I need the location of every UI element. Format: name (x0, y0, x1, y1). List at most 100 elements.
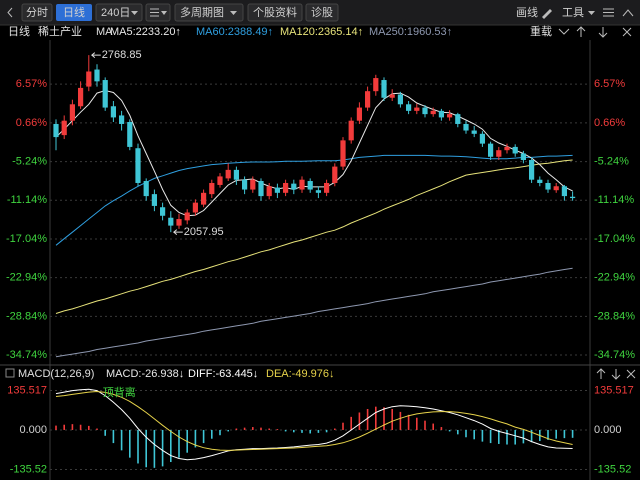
macd-bar (473, 429, 475, 440)
candle-body (520, 153, 526, 161)
macd-bar (563, 429, 566, 439)
candle-body (53, 123, 59, 138)
macd-bar (137, 429, 139, 464)
annotation-arrow (91, 52, 101, 58)
ma-line (55, 159, 573, 314)
macd-bar (235, 428, 238, 430)
macd-line (55, 388, 573, 461)
reload-label[interactable]: 重载 (530, 24, 552, 38)
ma-line (55, 267, 573, 358)
candle-body (242, 179, 248, 190)
tab-button[interactable] (174, 3, 244, 22)
pencil-icon (542, 9, 552, 19)
y-tick-label: 0.66% (16, 117, 47, 129)
macd-bar (161, 429, 164, 467)
tab-label[interactable]: 诊股 (311, 5, 333, 19)
tab-label[interactable]: 240日 (101, 7, 130, 19)
macd-bar (571, 429, 574, 438)
macd-bar (153, 429, 156, 468)
candle-body (553, 186, 559, 191)
macd-bar (120, 429, 123, 451)
close-icon[interactable] (626, 369, 636, 379)
candle-body (438, 110, 444, 118)
candle-body (422, 107, 428, 115)
menu-icon (150, 8, 159, 17)
y-tick-label-right: 0.000 (594, 424, 622, 436)
candle-body (127, 122, 133, 147)
candle-body (291, 183, 297, 190)
macd-bar (252, 427, 254, 430)
candle-body (250, 179, 256, 190)
macd-bar (71, 424, 74, 430)
expand-icon[interactable] (558, 28, 570, 35)
candle-body (463, 123, 469, 131)
macd-bar (260, 427, 262, 430)
macd-bar (211, 429, 213, 439)
menu-icon[interactable] (603, 8, 614, 17)
tab-label[interactable]: 日线 (63, 5, 85, 19)
tab-button[interactable] (247, 3, 303, 22)
y-tick-label: -22.94% (6, 272, 47, 284)
tool-label[interactable]: 画线 (516, 5, 538, 19)
tab-label[interactable]: 多周期图 (180, 5, 224, 19)
candle-body (69, 104, 75, 121)
macd-bar (391, 408, 393, 430)
macd-bar (514, 429, 516, 445)
tab-label[interactable]: 个股资料 (253, 5, 297, 19)
tab-label[interactable]: 分时 (26, 6, 48, 19)
candle-body (488, 143, 494, 157)
candle-body (389, 94, 395, 98)
macd-bar (243, 427, 246, 430)
candle-body (307, 181, 313, 190)
macd-bar (276, 429, 279, 430)
up-icon[interactable] (596, 368, 606, 379)
macd-bar (227, 429, 229, 432)
legend-entry: DEA:-49.976↓ (266, 368, 334, 380)
ma-line (55, 154, 573, 246)
y-tick-label: -11.14% (7, 194, 47, 206)
candle-body (258, 181, 264, 197)
tab-button[interactable] (95, 3, 143, 22)
tab-button-active[interactable] (56, 4, 92, 21)
macd-bar (178, 429, 180, 458)
legend-entry: MA60:2388.49↑ (196, 26, 273, 38)
candle-body (151, 194, 157, 206)
panel-icon[interactable] (5, 368, 15, 378)
macd-bar (129, 429, 131, 458)
y-tick-label: -17.04% (6, 233, 47, 245)
candle-body (373, 78, 379, 92)
tab-button[interactable] (21, 3, 53, 22)
y-tick-label: -135.52 (10, 463, 47, 475)
y-tick-label: 135.517 (7, 384, 47, 396)
legend-entry: DIFF:-63.445↓ (188, 368, 258, 380)
macd-bar (325, 429, 328, 433)
macd-bar (317, 429, 320, 433)
macd-bar (268, 428, 270, 430)
macd-bar (202, 429, 205, 444)
tab-button[interactable] (305, 3, 339, 22)
macd-bar (498, 429, 500, 444)
macd-bar (489, 429, 492, 444)
dropdown-icon (131, 11, 138, 15)
macd-bar (96, 428, 98, 430)
macd-bar (309, 429, 311, 434)
macd-bar (342, 422, 344, 430)
period-label: 日线 (8, 24, 30, 38)
macd-bar (358, 412, 361, 430)
down-icon[interactable] (598, 27, 608, 38)
back-icon[interactable] (7, 7, 13, 18)
collapse-icon[interactable] (622, 9, 634, 17)
macd-line (55, 390, 573, 451)
candle-body (348, 120, 354, 141)
annotation-arrow (173, 229, 183, 236)
macd-bar (506, 429, 508, 445)
up-icon[interactable] (576, 26, 586, 37)
candle-body (233, 169, 239, 180)
macd-bar (375, 406, 377, 430)
down-icon[interactable] (611, 369, 621, 380)
candle-body (274, 187, 280, 193)
y-tick-label: -5.24% (12, 156, 47, 168)
close-icon[interactable] (622, 27, 632, 37)
tool-label[interactable]: 工具 (562, 6, 584, 19)
